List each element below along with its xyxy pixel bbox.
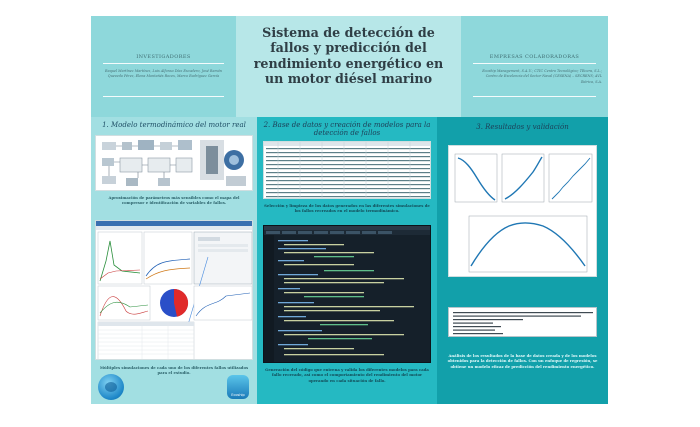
- page-title: Sistema de detección de fallos y predicc…: [253, 25, 444, 86]
- section-caption-bottom: Análisis de los resultados de la base de…: [447, 353, 598, 369]
- divider: [103, 63, 224, 64]
- section-thermodynamic-model: 1. Modelo termodinámico del motor real: [91, 117, 257, 404]
- results-charts-figure: [448, 145, 597, 277]
- investigators-label: INVESTIGADORES: [136, 54, 191, 60]
- section-caption-top: Selección y limpieza de los datos genera…: [264, 203, 430, 214]
- section-caption-bottom: Generación del código que entrena y vali…: [265, 367, 429, 383]
- section-title: 2. Base de datos y creación de modelos p…: [263, 121, 431, 138]
- ecoship-logo: Ecoship: [227, 375, 249, 399]
- data-table-figure: [263, 141, 431, 199]
- engine-schematic-figure: [95, 135, 253, 191]
- console-output-figure: [448, 307, 597, 337]
- investigators-names: Raquel Martínez Martínez, Luis Alfonso D…: [105, 69, 222, 79]
- divider: [473, 63, 596, 64]
- section-results: 3. Resultados y validación: [437, 117, 608, 404]
- section-title: 3. Resultados y validación: [476, 123, 569, 131]
- poster: INVESTIGADORES Raquel Martínez Martínez,…: [91, 16, 608, 404]
- companies-panel: EMPRESAS COLABORADORAS Ecoship Managemen…: [461, 16, 608, 117]
- title-panel: Sistema de detección de fallos y predicc…: [236, 16, 461, 117]
- section-caption-top: Aproximación de parámetros más sensibles…: [108, 195, 240, 206]
- investigators-panel: INVESTIGADORES Raquel Martínez Martínez,…: [91, 16, 236, 117]
- divider: [103, 96, 224, 97]
- code-editor-screenshot: [263, 225, 431, 363]
- companies-names: Ecoship Management, S.A.U.; CTIC Centro …: [482, 69, 602, 84]
- section-database-models: 2. Base de datos y creación de modelos p…: [257, 117, 437, 404]
- section-caption-bottom: Múltiples simulaciones de cada uno de lo…: [99, 365, 249, 376]
- simulation-screenshot: [95, 220, 253, 360]
- divider: [473, 96, 596, 97]
- water-drop-logo: [98, 374, 124, 400]
- section-title: 1. Modelo termodinámico del motor real: [102, 121, 246, 129]
- companies-label: EMPRESAS COLABORADORAS: [489, 54, 580, 60]
